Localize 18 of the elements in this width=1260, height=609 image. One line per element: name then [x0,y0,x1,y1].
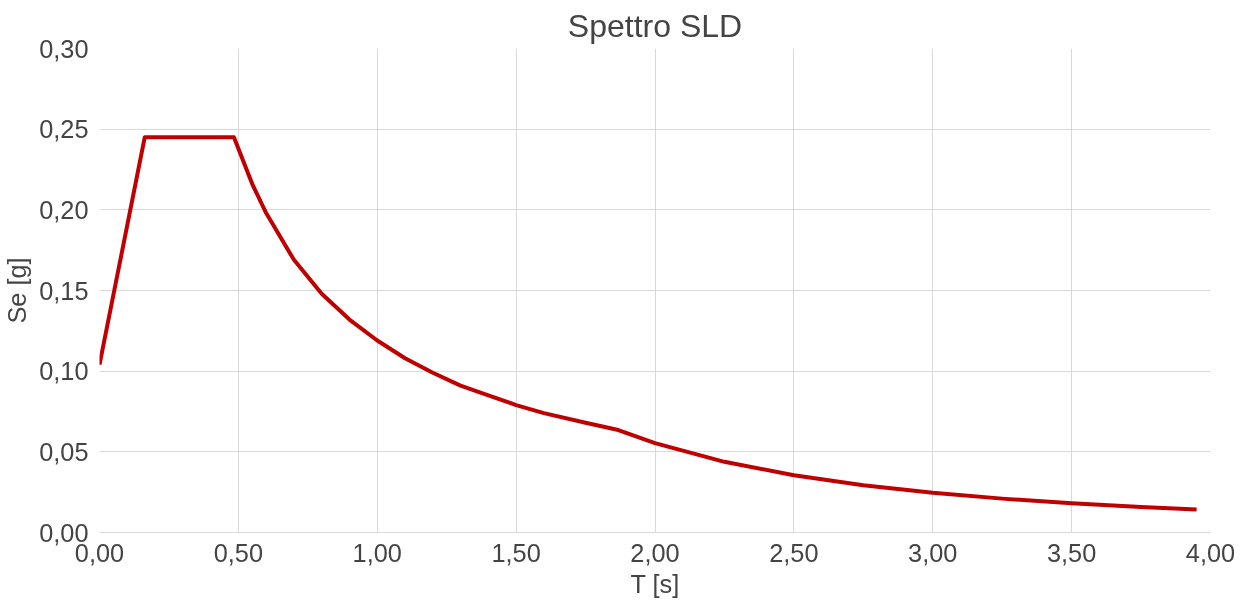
y-tick-label: 0,10 [39,357,89,386]
x-tick-label: 4,00 [1185,538,1236,567]
chart-title: Spettro SLD [567,7,743,44]
y-axis-title: Se [g] [3,257,32,324]
y-tick-label: 0,05 [39,437,89,466]
y-tick-label: 0,25 [39,115,89,144]
x-tick-label: 1,00 [352,538,402,567]
x-tick-label: 2,00 [630,538,680,567]
y-tick-label: 0,15 [39,276,89,305]
x-tick-label: 2,50 [769,538,819,567]
x-tick-label: 1,50 [491,538,541,567]
x-tick-label: 3,50 [1046,538,1097,567]
line-series [99,135,1199,512]
x-tick-label: 3,00 [908,538,958,567]
x-tick-label: 0,50 [213,538,264,567]
x-axis-title: T [s] [630,569,680,598]
y-tick-label: 0,20 [39,195,89,224]
y-tick-label: 0,30 [39,34,89,63]
